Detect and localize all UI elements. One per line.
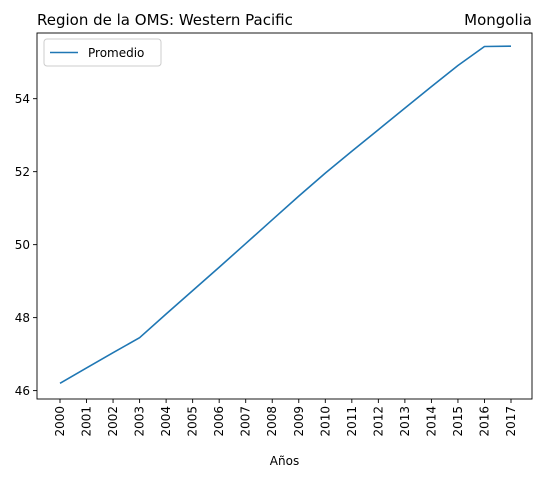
- x-tick-label: 2011: [345, 406, 359, 437]
- y-tick-label: 50: [15, 238, 30, 252]
- plot-area: [36, 32, 533, 400]
- x-axis: 2000 2001 2002 2003 2004 2005 2006 2007 2008 2009…: [53, 399, 518, 437]
- x-tick-label: 2009: [292, 406, 306, 437]
- plot-frame: [36, 32, 533, 400]
- legend-box: [43, 38, 162, 67]
- x-tick-label: 2003: [133, 406, 147, 437]
- x-tick-label: 2016: [477, 406, 491, 437]
- x-tick-label: 2008: [265, 406, 279, 437]
- x-tick-label: 2015: [451, 406, 465, 437]
- x-tick-label: 2004: [159, 406, 173, 437]
- x-tick-label: 2002: [106, 406, 120, 437]
- x-tick-label: 2007: [239, 406, 253, 437]
- x-tick-label: 2000: [53, 406, 67, 437]
- y-axis: 46 48 50 52 54: [15, 92, 37, 398]
- x-tick-label: 2012: [371, 406, 385, 437]
- chart-title-right: Mongolia: [464, 11, 532, 29]
- y-tick-label: 48: [15, 311, 30, 325]
- x-tick-label: 2005: [186, 406, 200, 437]
- legend-label: Promedio: [88, 46, 144, 60]
- x-axis-label: Años: [270, 454, 299, 468]
- series-line: [59, 45, 512, 385]
- chart-title-left: Region de la OMS: Western Pacific: [37, 11, 293, 29]
- x-tick-label: 2010: [318, 406, 332, 437]
- y-tick-label: 46: [15, 384, 30, 398]
- x-tick-label: 2001: [80, 406, 94, 437]
- y-tick-label: 54: [15, 92, 30, 106]
- x-tick-label: 2006: [212, 406, 226, 437]
- x-tick-label: 2013: [398, 406, 412, 437]
- legend: Promedio: [43, 38, 162, 67]
- x-tick-label: 2014: [424, 406, 438, 437]
- y-tick-label: 52: [15, 165, 30, 179]
- x-tick-label: 2017: [504, 406, 518, 437]
- series-layer: [59, 45, 512, 385]
